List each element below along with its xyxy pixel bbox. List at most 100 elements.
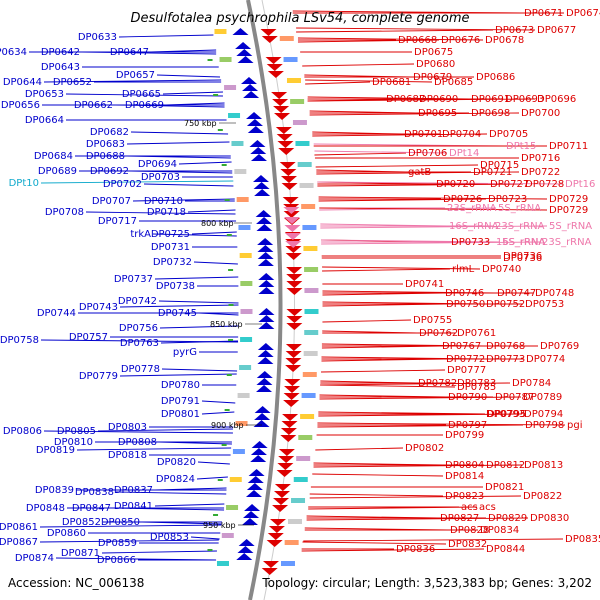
left-label-dp0684: DP0684	[34, 151, 73, 162]
annotation-block-right	[290, 99, 305, 104]
annotation-block-right	[302, 372, 317, 377]
minus-strand-arrow	[240, 77, 257, 84]
right-label-dp0773: DP0773	[486, 354, 525, 365]
annotation-block-right	[284, 540, 299, 545]
right-leader-line	[297, 37, 484, 41]
scale-label-850: 850 kbp	[210, 320, 243, 329]
left-label-dp0738: DP0738	[156, 281, 195, 292]
left-label-dp0683: DP0683	[86, 139, 125, 150]
right-label-dp0676: DP0676	[441, 35, 480, 46]
right-label-dp0830: DP0830	[530, 513, 569, 524]
annotation-block-left	[238, 225, 251, 230]
left-label-dp0718: DP0718	[147, 207, 186, 218]
gc-marker	[228, 269, 234, 271]
right-leader-line	[319, 396, 522, 400]
left-label-dp0819: DP0819	[36, 445, 75, 456]
minus-strand-arrow	[247, 476, 264, 483]
right-label-dp0736: DP0736	[503, 251, 542, 262]
right-label-dp0733: DP0733	[451, 237, 490, 248]
gc-marker	[224, 199, 230, 201]
minus-strand-arrow	[249, 140, 266, 147]
left-leader-line	[114, 104, 225, 108]
left-label-dp0818: DP0818	[108, 450, 147, 461]
left-label-dp0644: DP0644	[3, 77, 42, 88]
right-leader-line	[309, 112, 520, 116]
right-label-5s-rrna: 5S_rRNA	[498, 203, 541, 214]
left-leader-line	[165, 102, 225, 106]
left-leader-line	[158, 441, 232, 445]
left-label-dp0643: DP0643	[41, 62, 80, 73]
minus-strand-arrow	[258, 315, 275, 322]
left-label-dp0839: DP0839	[35, 485, 74, 496]
right-label-dp0729: DP0729	[549, 205, 588, 216]
right-leader-line	[301, 548, 485, 552]
plus-strand-arrow	[279, 162, 296, 169]
accession-label: Accession: NC_006138	[8, 576, 144, 590]
right-label-dp0722: DP0722	[521, 167, 560, 178]
rrna-arrow	[283, 217, 300, 224]
plus-strand-arrow	[282, 414, 299, 421]
right-leader-line	[321, 369, 446, 373]
left-label-dp0820: DP0820	[157, 457, 196, 468]
minus-strand-arrow	[258, 273, 275, 280]
left-label-dp0688: DP0688	[86, 151, 125, 162]
right-label-dp0698: DP0698	[471, 108, 510, 119]
left-label-dp0717: DP0717	[98, 216, 137, 227]
left-label-dp0780: DP0780	[161, 380, 200, 391]
right-label-23s-rrna: 23S_rRNA	[447, 203, 497, 214]
right-label-dp0747: DP0747	[497, 288, 536, 299]
annotation-block-right	[300, 414, 315, 419]
annotation-block-right	[279, 36, 294, 41]
left-label-dp0702: DP0702	[103, 179, 142, 190]
backbone-arc	[246, 0, 283, 600]
right-leader-line	[312, 473, 444, 477]
plus-strand-arrow	[286, 323, 303, 330]
rrna-arrow	[285, 241, 302, 248]
annotation-block-right	[297, 162, 312, 167]
right-label-dp0746: DP0746	[445, 288, 484, 299]
annotation-block-right	[296, 456, 311, 461]
left-label-dp0801: DP0801	[161, 409, 200, 420]
minus-strand-arrow	[243, 91, 260, 98]
minus-strand-arrow	[252, 175, 269, 182]
left-label-dp0847: DP0847	[72, 503, 111, 514]
right-label-dp0794: DP0794	[524, 409, 563, 420]
feature-tracks	[207, 28, 319, 575]
right-leader-line	[314, 152, 407, 156]
annotation-block-right	[304, 267, 319, 272]
annotation-block-left	[228, 113, 241, 118]
right-leader-line	[320, 384, 456, 388]
right-label-dp0671: DP0671	[524, 8, 563, 19]
left-label-dp0656: DP0656	[1, 100, 40, 111]
annotation-block-left	[239, 365, 252, 370]
plus-strand-arrow	[276, 134, 293, 141]
right-label-dp0772: DP0772	[446, 354, 485, 365]
right-label-dp0790: DP0790	[448, 392, 487, 403]
left-label-dp0757: DP0757	[69, 332, 108, 343]
annotation-block-right	[291, 498, 306, 503]
right-label-dpt14: DPt14	[449, 148, 479, 159]
plus-strand-arrow	[284, 386, 301, 393]
gc-marker	[207, 59, 213, 61]
right-label-23s-rrna: 23S_rRNA	[542, 237, 592, 248]
right-leader-line	[296, 29, 494, 33]
left-label-dpt10: DPt10	[9, 178, 39, 189]
minus-strand-arrow	[232, 28, 249, 35]
right-label-dp0715: DP0715	[480, 160, 519, 171]
left-label-dp0805: DP0805	[57, 426, 96, 437]
plus-strand-arrow	[276, 470, 293, 477]
right-label-dp0834: DP0834	[480, 525, 519, 536]
minus-strand-arrow	[246, 112, 263, 119]
minus-strand-arrow	[257, 350, 274, 357]
right-label-dp0691: DP0691	[471, 94, 510, 105]
right-label-dp0844: DP0844	[486, 544, 525, 555]
right-label-dp0701: DP0701	[404, 129, 443, 140]
gc-marker	[213, 514, 219, 516]
right-label-dp0793: DP0793	[486, 409, 525, 420]
plus-strand-arrow	[285, 246, 302, 253]
right-leader-line	[317, 181, 564, 185]
right-leader-line	[316, 171, 520, 175]
plus-strand-arrow	[283, 211, 300, 218]
left-leader-line	[160, 340, 239, 344]
